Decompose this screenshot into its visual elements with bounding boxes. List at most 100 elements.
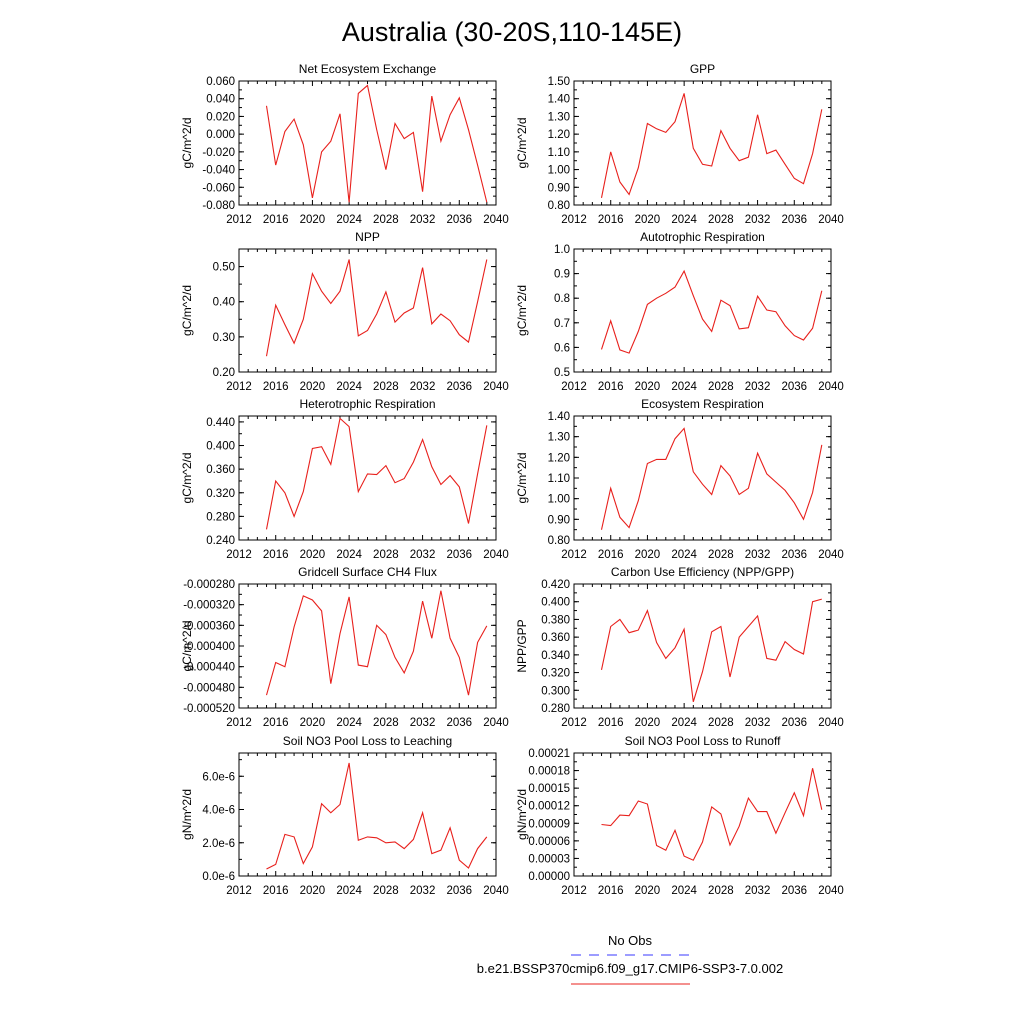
y-tick-label: 0.8 bbox=[554, 293, 570, 305]
x-tick-label: 2036 bbox=[446, 214, 472, 226]
plot-frame bbox=[238, 583, 497, 709]
y-tick-label: 6.0e-6 bbox=[202, 771, 235, 783]
y-tick-label: 0.00009 bbox=[528, 818, 570, 830]
panel-3: NPP gC/m^2/d 2012 2016 2020 2024 2028 2032 2036 2… bbox=[180, 230, 509, 393]
y-tick-label: 0.400 bbox=[541, 597, 570, 609]
y-tick-label: 0.9 bbox=[554, 269, 570, 281]
y-axis-label: gC/m^2/d bbox=[515, 285, 529, 336]
x-tick-label: 2020 bbox=[300, 717, 326, 729]
x-tick-label: 2036 bbox=[781, 549, 807, 561]
y-tick-label: 1.10 bbox=[548, 473, 570, 485]
plot-frame bbox=[573, 80, 832, 206]
x-tick-label: 2040 bbox=[483, 381, 509, 393]
y-axis-label: NPP/GPP bbox=[515, 619, 529, 672]
y-tick-label: -0.060 bbox=[202, 182, 235, 194]
x-tick-label: 2028 bbox=[708, 381, 734, 393]
x-tick-label: 2012 bbox=[561, 214, 587, 226]
series-line bbox=[600, 598, 822, 702]
x-tick-label: 2012 bbox=[226, 885, 252, 897]
panel-6: Ecosystem Respiration gC/m^2/d 2012 2016 202… bbox=[515, 397, 844, 561]
y-axis-label: gC/m^2/d bbox=[180, 285, 194, 336]
y-tick-label: 1.00 bbox=[548, 494, 570, 506]
plot-frame bbox=[573, 415, 832, 541]
y-tick-label: 0.020 bbox=[206, 111, 235, 123]
x-tick-label: 2028 bbox=[708, 214, 734, 226]
y-tick-label: 0.280 bbox=[206, 511, 235, 523]
series-line bbox=[600, 269, 823, 354]
x-tick-label: 2024 bbox=[671, 885, 697, 897]
x-tick-label: 2036 bbox=[446, 549, 472, 561]
y-tick-label: 1.50 bbox=[548, 76, 570, 88]
x-tick-label: 2012 bbox=[226, 381, 252, 393]
y-tick-label: 0.420 bbox=[541, 579, 570, 591]
figure-title: Australia (30-20S,110-145E) bbox=[342, 17, 682, 47]
y-tick-label: -0.040 bbox=[202, 165, 235, 177]
panel-title: Soil NO3 Pool Loss to Runoff bbox=[625, 734, 782, 748]
x-tick-label: 2016 bbox=[263, 381, 289, 393]
panel-title: Ecosystem Respiration bbox=[641, 397, 764, 411]
panel-title: Gridcell Surface CH4 Flux bbox=[298, 565, 437, 579]
x-tick-label: 2024 bbox=[336, 885, 362, 897]
x-tick-label: 2028 bbox=[373, 381, 399, 393]
x-tick-label: 2016 bbox=[263, 214, 289, 226]
series-line bbox=[601, 768, 823, 861]
x-tick-label: 2012 bbox=[226, 549, 252, 561]
x-tick-label: 2016 bbox=[263, 717, 289, 729]
y-tick-label: 0.6 bbox=[554, 342, 570, 354]
panel-5: Heterotrophic Respiration gC/m^2/d 2012 201… bbox=[180, 397, 509, 561]
y-tick-label: -0.000440 bbox=[183, 662, 235, 674]
panel-title: Heterotrophic Respiration bbox=[299, 397, 435, 411]
x-tick-label: 2024 bbox=[671, 549, 697, 561]
y-tick-label: -0.000360 bbox=[183, 620, 235, 632]
y-tick-label: -0.080 bbox=[202, 200, 235, 212]
x-tick-label: 2020 bbox=[635, 214, 661, 226]
y-axis-label: gC/m^2/d bbox=[515, 453, 529, 504]
y-tick-label: 0.90 bbox=[548, 514, 570, 526]
x-tick-label: 2024 bbox=[336, 381, 362, 393]
x-tick-label: 2012 bbox=[226, 717, 252, 729]
x-tick-label: 2012 bbox=[226, 214, 252, 226]
x-tick-label: 2032 bbox=[410, 381, 436, 393]
x-tick-label: 2036 bbox=[781, 717, 807, 729]
x-tick-label: 2016 bbox=[598, 885, 624, 897]
y-tick-label: 0.440 bbox=[206, 417, 235, 429]
x-tick-label: 2024 bbox=[671, 381, 697, 393]
x-tick-label: 2020 bbox=[635, 717, 661, 729]
x-tick-label: 2028 bbox=[708, 549, 734, 561]
panel-1: Net Ecosystem Exchange gC/m^2/d 2012 2016 20… bbox=[180, 62, 509, 226]
series-line bbox=[600, 93, 823, 199]
x-tick-label: 2024 bbox=[336, 549, 362, 561]
x-tick-label: 2032 bbox=[410, 717, 436, 729]
legend-case-label: b.e21.BSSP370cmip6.f09_g17.CMIP6-SSP3-7.… bbox=[477, 961, 783, 976]
y-tick-label: 0.50 bbox=[213, 262, 235, 274]
y-tick-label: 0.80 bbox=[548, 535, 570, 547]
x-tick-label: 2040 bbox=[483, 549, 509, 561]
y-tick-label: 0.000 bbox=[206, 129, 235, 141]
series-line bbox=[266, 762, 488, 870]
x-tick-label: 2032 bbox=[745, 717, 771, 729]
panel-title: GPP bbox=[690, 62, 715, 76]
x-tick-label: 2040 bbox=[483, 214, 509, 226]
y-axis-label: gN/m^2/d bbox=[180, 789, 194, 840]
y-tick-label: -0.000320 bbox=[183, 600, 235, 612]
y-tick-label: -0.020 bbox=[202, 147, 235, 159]
x-tick-label: 2012 bbox=[561, 717, 587, 729]
x-tick-label: 2036 bbox=[781, 381, 807, 393]
plot-frame bbox=[238, 415, 497, 541]
x-tick-label: 2016 bbox=[598, 717, 624, 729]
y-tick-label: 0.90 bbox=[548, 182, 570, 194]
plot-frame bbox=[573, 752, 832, 877]
x-tick-label: 2028 bbox=[373, 549, 399, 561]
x-tick-label: 2012 bbox=[561, 885, 587, 897]
x-tick-label: 2016 bbox=[598, 549, 624, 561]
y-tick-label: 1.20 bbox=[548, 129, 570, 141]
x-tick-label: 2036 bbox=[446, 381, 472, 393]
y-tick-label: 4.0e-6 bbox=[202, 805, 235, 817]
x-tick-label: 2028 bbox=[373, 214, 399, 226]
y-tick-label: 1.30 bbox=[548, 111, 570, 123]
y-tick-label: 0.30 bbox=[213, 332, 235, 344]
x-tick-label: 2040 bbox=[818, 717, 844, 729]
x-tick-label: 2040 bbox=[818, 885, 844, 897]
x-tick-label: 2036 bbox=[446, 717, 472, 729]
y-tick-label: 1.10 bbox=[548, 147, 570, 159]
